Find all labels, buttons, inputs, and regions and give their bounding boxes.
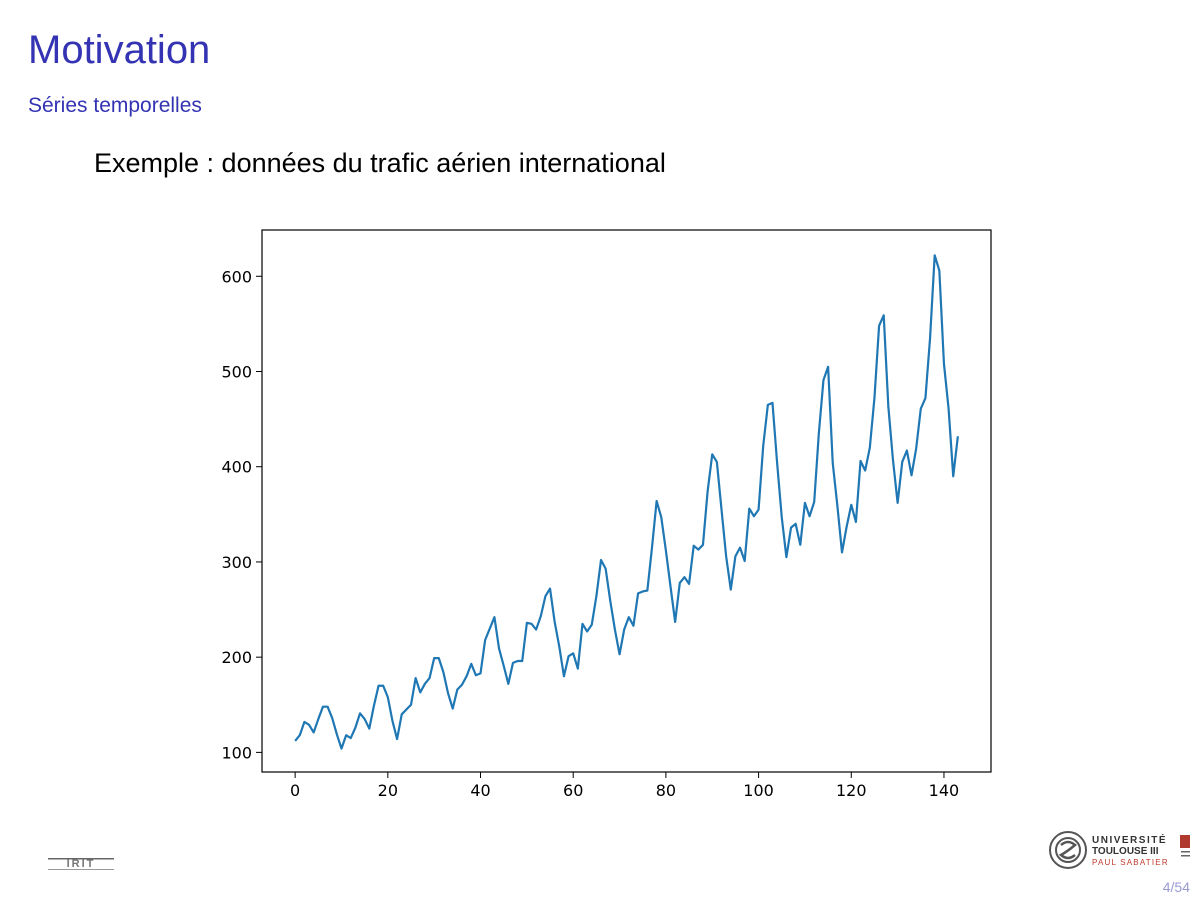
y-tick-label: 200 <box>221 648 252 667</box>
slide-subtitle: Séries temporelles <box>28 95 202 116</box>
chart-axes-frame <box>262 230 991 772</box>
y-tick-label: 400 <box>221 458 252 477</box>
slide-title: Motivation <box>28 30 210 70</box>
y-tick-label: 600 <box>221 267 252 286</box>
university-seal-icon <box>1050 832 1086 868</box>
x-tick-label: 120 <box>836 781 867 800</box>
y-tick-label: 100 <box>221 743 252 762</box>
university-crest-icon <box>1180 835 1190 848</box>
university-name-line2: TOULOUSE III <box>1092 846 1159 857</box>
chart-series-line <box>295 255 958 748</box>
y-tick-label: 500 <box>221 362 252 381</box>
university-logo: UNIVERSITÉ TOULOUSE III PAUL SABATIER <box>1048 829 1194 871</box>
irit-logo-text: IRIT <box>67 858 96 870</box>
slide-body-text: Exemple : données du trafic aérien inter… <box>94 150 666 177</box>
university-name-line3: PAUL SABATIER <box>1092 858 1169 867</box>
y-tick-label: 300 <box>221 553 252 572</box>
university-name-line1: UNIVERSITÉ <box>1092 833 1167 846</box>
x-tick-label: 140 <box>929 781 960 800</box>
x-tick-label: 60 <box>563 781 583 800</box>
x-tick-label: 20 <box>378 781 398 800</box>
x-tick-label: 40 <box>470 781 490 800</box>
x-tick-label: 80 <box>656 781 676 800</box>
air-traffic-line-chart: 0 20 40 60 80 100 120 140 100 200 300 400 500 600 <box>180 210 1010 810</box>
irit-logo: IRIT <box>48 854 118 872</box>
page-number: 4/54 <box>1163 879 1190 895</box>
x-tick-label: 100 <box>743 781 774 800</box>
x-tick-label: 0 <box>290 781 300 800</box>
